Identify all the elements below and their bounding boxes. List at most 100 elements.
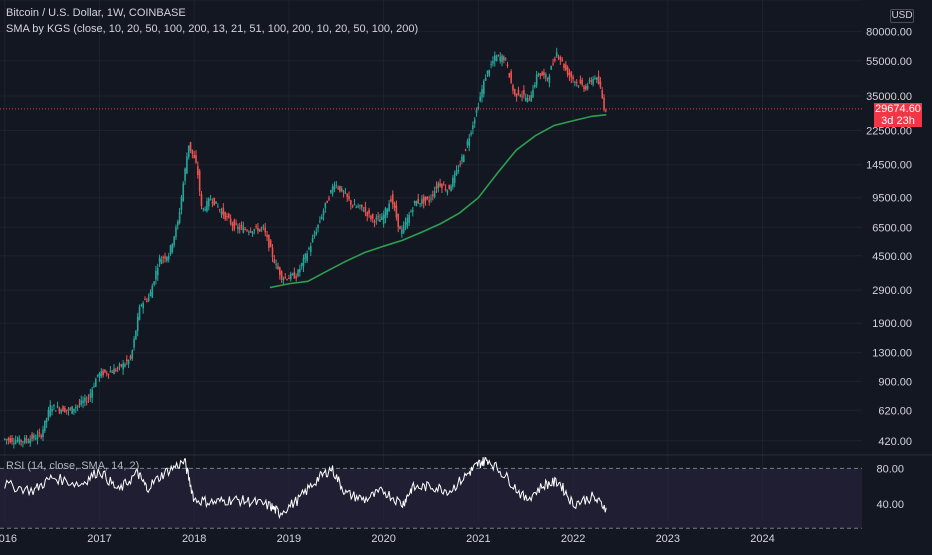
candle-body [100, 371, 103, 377]
candle-body [262, 226, 265, 228]
candle-body [402, 225, 405, 233]
rsi-legend[interactable]: RSI (14, close, SMA, 14, 2) [6, 460, 140, 472]
currency-label[interactable]: USD [890, 9, 914, 23]
candle-body [430, 198, 432, 200]
candle-body [124, 364, 126, 367]
candle-body [268, 234, 270, 248]
candle-body [515, 93, 518, 97]
candle-body [335, 184, 338, 186]
candle-body [189, 141, 192, 151]
candle-body [160, 259, 163, 264]
time-tick-label: 2018 [182, 533, 206, 545]
candle-body [129, 356, 132, 359]
candle-body [258, 228, 261, 232]
candle-body [382, 214, 385, 225]
candle-body [579, 79, 582, 84]
candle-body [574, 81, 576, 83]
candle-body [590, 80, 593, 82]
candle-body [14, 440, 17, 444]
candle-body [475, 109, 478, 113]
candle-body [248, 231, 250, 233]
candle-body [468, 138, 471, 146]
candle-body [82, 400, 84, 404]
candle-body [120, 364, 123, 367]
candle-body [366, 211, 369, 217]
candle-body [557, 56, 560, 58]
candle-body [373, 220, 376, 223]
candle-body [211, 202, 214, 204]
candle-body [446, 190, 449, 193]
candle-body [102, 370, 104, 376]
candle-body [368, 209, 370, 214]
candle-body [309, 245, 312, 253]
candle-body [508, 73, 511, 78]
rsi-band [0, 468, 862, 529]
candle-body [67, 408, 70, 411]
price-tick-label: 420.00 [878, 436, 912, 448]
candle-body [552, 63, 554, 65]
candle-body [541, 72, 543, 76]
candle-body [42, 429, 44, 438]
candle-body [391, 194, 394, 205]
candle-body [144, 299, 146, 301]
candle-body [7, 438, 10, 441]
candle-body [31, 434, 33, 439]
candle-body [136, 316, 139, 332]
price-tick-label: 2900.00 [872, 285, 912, 297]
candle-body [187, 145, 190, 158]
candle-body [71, 406, 73, 414]
candle-body [291, 273, 294, 275]
candle-body [364, 206, 367, 212]
candle-body [217, 206, 219, 208]
candle-body [193, 154, 195, 159]
candle-body [524, 97, 527, 101]
indicator-legend[interactable]: SMA by KGS (close, 10, 20, 50, 100, 200,… [6, 23, 419, 35]
candle-body [191, 149, 194, 154]
candle-body [87, 398, 90, 400]
candle-body [566, 67, 569, 75]
candle-body [371, 214, 374, 219]
candle-body [169, 245, 172, 254]
candle-body [359, 204, 361, 206]
price-tick-label: 80000.00 [866, 27, 912, 39]
candle-body [29, 438, 32, 444]
candle-body [401, 229, 403, 234]
candle-body [280, 271, 283, 280]
candle-body [104, 369, 106, 373]
candle-body [107, 373, 110, 375]
candle-body [54, 410, 57, 412]
candle-body [450, 185, 452, 192]
candle-body [483, 81, 485, 94]
candle-body [111, 372, 114, 374]
candle-body [603, 97, 605, 110]
candle-body [554, 58, 556, 61]
candle-body [360, 204, 363, 208]
candle-body [16, 440, 19, 442]
candle-body [246, 230, 248, 232]
candle-body [377, 216, 379, 218]
candle-body [510, 71, 512, 83]
candle-body [282, 278, 285, 281]
candle-body [393, 202, 396, 208]
candle-body [251, 231, 254, 234]
candle-body [466, 141, 469, 146]
candle-body [585, 85, 587, 90]
price-tick-label: 620.00 [878, 405, 912, 417]
candle-body [127, 360, 130, 365]
candle-body [275, 263, 277, 265]
candle-body [304, 253, 307, 259]
candle-body [448, 185, 451, 189]
candle-body [565, 64, 567, 70]
candle-body [381, 216, 383, 220]
candle-body [328, 198, 330, 200]
candle-body [444, 188, 447, 190]
candle-body [235, 223, 237, 225]
candle-body [288, 277, 290, 279]
candle-body [544, 74, 547, 78]
candle-body [417, 198, 420, 204]
candle-body [27, 440, 30, 443]
candle-body [379, 219, 381, 222]
candle-body [388, 203, 390, 212]
